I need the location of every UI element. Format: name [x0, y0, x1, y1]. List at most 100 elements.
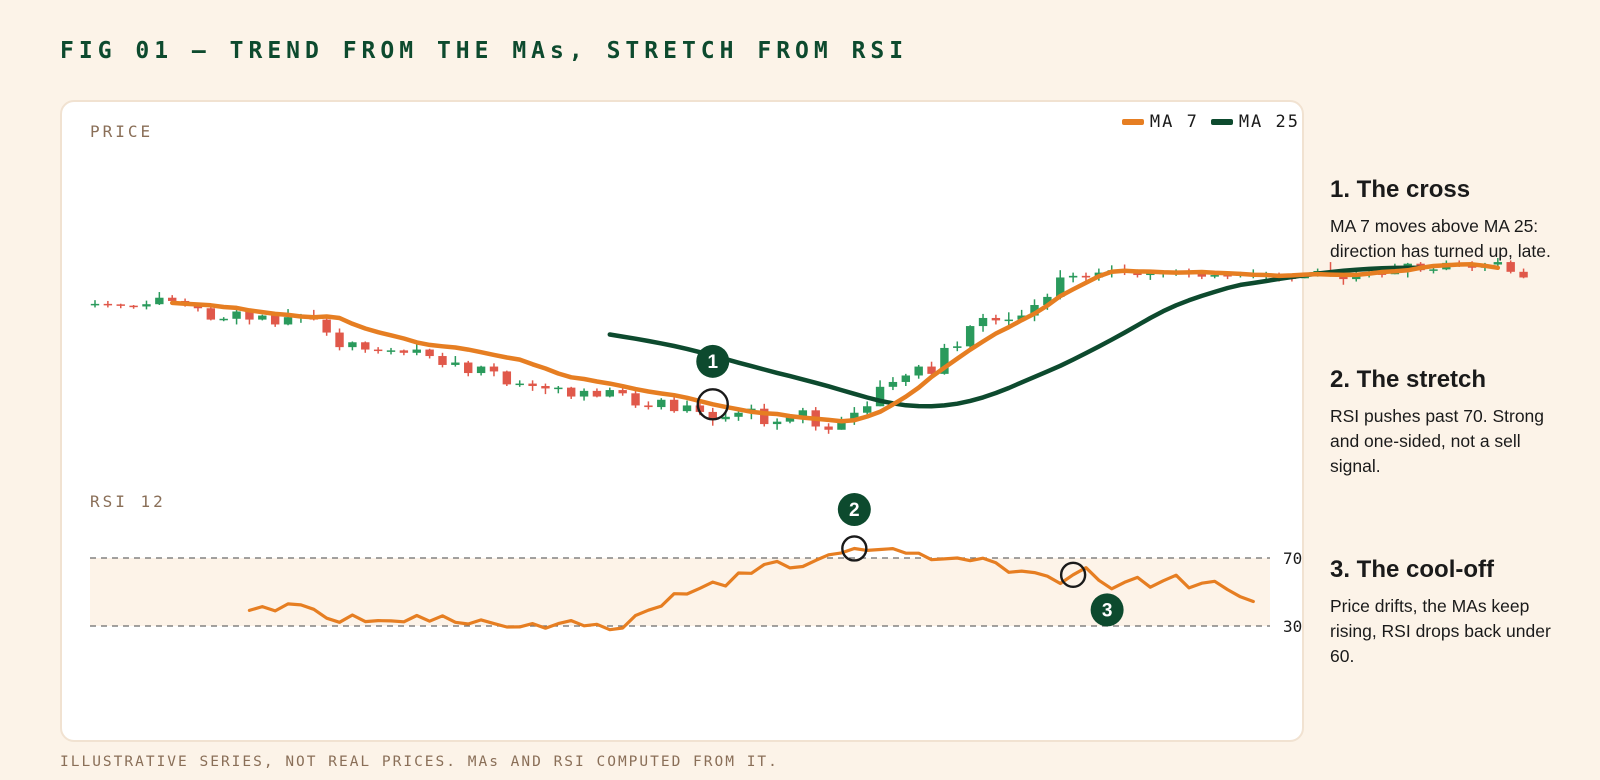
candle-body [914, 366, 923, 376]
candle-body [863, 406, 872, 413]
candle-body [1030, 305, 1039, 316]
price-panel-label: PRICE [90, 122, 154, 141]
candle-body [1519, 271, 1528, 278]
candle-body [682, 405, 692, 412]
candle-body [502, 371, 512, 385]
candle-body [219, 318, 228, 321]
note-cross-title: 1. The cross [1330, 176, 1471, 203]
candle-body [168, 297, 177, 301]
legend-item-ma7: MA 7 [1121, 112, 1199, 132]
candle-body [1223, 275, 1232, 277]
candle-body [592, 390, 602, 397]
candle-body [940, 347, 949, 374]
candle-body [618, 390, 627, 394]
candle-body [206, 308, 216, 320]
legend-item-ma25: MA 25 [1210, 112, 1300, 132]
candle-body [1429, 269, 1438, 271]
candle-body [232, 311, 241, 319]
marker-2-label: 2 [849, 500, 860, 521]
candle-body [386, 350, 396, 352]
candle-body [669, 399, 679, 412]
candle-body [361, 342, 370, 350]
marker-2-ring [841, 535, 868, 562]
candle-body [1043, 296, 1052, 306]
candle-body [335, 332, 344, 348]
rsi-tick-30: 30 [1283, 617, 1302, 636]
candle-body [644, 405, 653, 408]
candle-body [554, 387, 563, 390]
candle-body [1004, 319, 1013, 322]
chart-legend: MA 7 MA 25 [1110, 112, 1300, 132]
chart-card [60, 100, 1304, 742]
marker-3-badge [1090, 593, 1124, 627]
candle-body [438, 356, 447, 365]
candle-body [850, 412, 859, 421]
legend-label-ma25: MA 25 [1238, 112, 1300, 132]
ma7-line [169, 262, 1501, 424]
candle-body [798, 410, 808, 417]
candle-body [1197, 272, 1207, 277]
candle-body [978, 317, 988, 327]
candle-body [721, 416, 730, 420]
candle-body [875, 386, 885, 407]
candle-body [965, 326, 975, 347]
candle-body [245, 311, 254, 320]
figure-title: FIG 01 – TREND FROM THE MAs, STRETCH FRO… [60, 38, 909, 64]
ma25-line [607, 265, 1423, 409]
note-cross: 1. The cross MA 7 moves above MA 25: dir… [1330, 176, 1560, 264]
candle-body [322, 319, 331, 333]
candle-body [373, 349, 383, 352]
candle-body [566, 387, 576, 397]
candle-body [270, 315, 280, 325]
rsi-panel-label: RSI 12 [90, 492, 166, 511]
candle-body [489, 366, 499, 372]
candle-body [605, 390, 614, 397]
candle-body [901, 375, 911, 382]
candle-body [283, 317, 293, 325]
candle-body [528, 383, 537, 387]
candle-body [541, 386, 550, 389]
note-cooloff-text: Price drifts, the MAs keep rising, RSI d… [1330, 596, 1551, 666]
candle-body [1017, 315, 1026, 320]
candle-body [772, 421, 782, 425]
candle-body [103, 303, 113, 306]
candle-body [476, 366, 486, 374]
candle-body [824, 426, 833, 430]
candle-body [837, 420, 846, 430]
candle-body [1493, 262, 1503, 265]
rsi-neutral-band [90, 558, 1270, 626]
note-cooloff: 3. The cool-off Price drifts, the MAs ke… [1330, 556, 1560, 669]
candle-body [785, 416, 795, 422]
candle-body [708, 411, 717, 420]
candle-body [425, 349, 434, 357]
candle-body [155, 297, 164, 305]
marker-1-ring [696, 388, 729, 421]
marker-3-label: 3 [1102, 600, 1113, 621]
candle-body [142, 304, 151, 307]
marker-1-label: 1 [707, 352, 718, 373]
candle-body [1146, 273, 1155, 276]
candle-body [953, 346, 962, 348]
candle-body [695, 405, 705, 412]
candle-body [1210, 275, 1219, 277]
candle-body [579, 390, 589, 397]
candle-body [1068, 275, 1078, 278]
candle-body [1467, 266, 1477, 268]
candle-body [399, 350, 409, 353]
candle-body [991, 317, 1001, 321]
candle-body [129, 305, 138, 308]
candle-body [631, 393, 640, 406]
candle-body [734, 412, 743, 417]
candle-body [464, 362, 473, 374]
note-stretch: 2. The stretch RSI pushes past 70. Stron… [1330, 366, 1560, 479]
candle-body [412, 349, 421, 353]
footnote: ILLUSTRATIVE SERIES, NOT REAL PRICES. MA… [60, 754, 779, 770]
candle-body [515, 383, 524, 386]
legend-label-ma7: MA 7 [1149, 112, 1199, 132]
candle-body [116, 304, 125, 306]
rsi-tick-70: 70 [1283, 549, 1302, 568]
marker-2-badge [837, 492, 871, 526]
candle-body [348, 342, 357, 348]
candle-body [1081, 275, 1091, 278]
